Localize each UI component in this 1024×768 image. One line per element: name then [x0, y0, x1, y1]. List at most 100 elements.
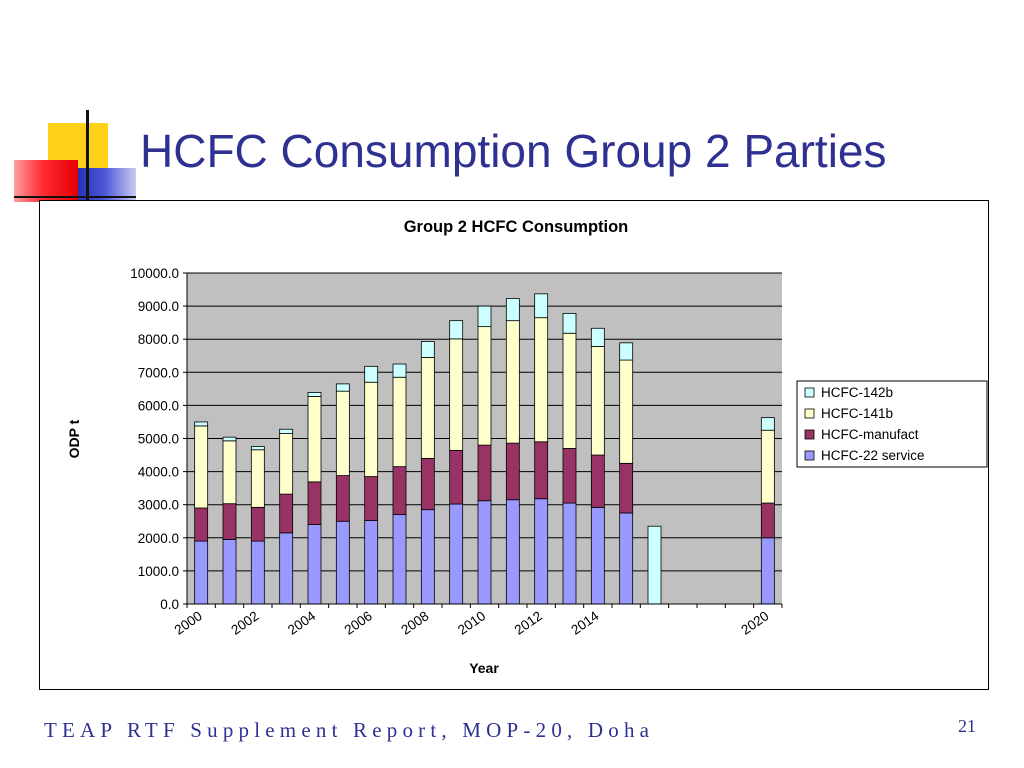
bars: [194, 293, 775, 605]
bar-segment: [279, 433, 294, 495]
bar-segment: [307, 392, 322, 397]
x-tick-label: 2006: [342, 608, 375, 638]
bar-segment: [760, 502, 775, 539]
bar-segment: [222, 440, 237, 505]
y-tick-label: 3000.0: [138, 498, 179, 513]
x-tick-label: 2010: [455, 608, 488, 638]
y-tick-label: 8000.0: [138, 332, 179, 347]
bar-segment: [364, 381, 379, 477]
chart: 0.0 1000.0 2000.0 3000.0 4000.0 5000.0 6000.0 7…: [66, 218, 988, 676]
bar-segment: [534, 317, 549, 443]
bar-segment: [279, 532, 294, 605]
y-tick-label: 5000.0: [138, 432, 179, 447]
bar-segment: [392, 363, 407, 378]
bar-segment: [534, 293, 549, 319]
bar-segment: [307, 396, 322, 483]
bar-segment: [619, 359, 634, 464]
bar-segment: [534, 441, 549, 500]
x-tick-label: 2020: [738, 608, 771, 638]
bar-segment: [222, 503, 237, 540]
legend-box: [796, 380, 988, 468]
bar-segment: [477, 305, 492, 328]
decor-red-square: [14, 160, 78, 202]
bar-segment: [392, 466, 407, 516]
bar-segment: [194, 425, 209, 509]
bar-segment: [250, 540, 265, 605]
bar-segment: [449, 320, 464, 340]
bar-segment: [562, 332, 577, 449]
y-tick-label: 2000.0: [138, 531, 179, 546]
bar-segment: [449, 338, 464, 451]
legend-label: HCFC-141b: [821, 406, 893, 421]
x-tick-label: 2008: [398, 608, 431, 638]
x-tick-label: 2014: [568, 608, 602, 638]
bar-segment: [477, 326, 492, 446]
bar-segment: [194, 540, 209, 605]
bar-segment: [760, 429, 775, 504]
axes: [183, 272, 783, 608]
bar-segment: [335, 383, 350, 392]
footer-text: TEAP RTF Supplement Report, MOP-20, Doha: [44, 718, 655, 742]
y-tick-label: 9000.0: [138, 299, 179, 314]
page-number: 21: [958, 716, 976, 736]
bar-segment: [250, 446, 265, 451]
y-tick-label: 1000.0: [138, 564, 179, 579]
legend-swatch: [804, 429, 815, 440]
legend-swatch: [804, 387, 815, 398]
legend-label: HCFC-142b: [821, 385, 893, 400]
legend-label: HCFC-manufact: [821, 427, 919, 442]
bar-segment: [222, 436, 237, 442]
legend-swatch: [804, 408, 815, 419]
chart-frame: 0.0 1000.0 2000.0 3000.0 4000.0 5000.0 6000.0 7…: [39, 200, 989, 690]
bar-segment: [222, 539, 237, 605]
y-axis-label: ODP t: [66, 419, 82, 458]
x-tick-label: 2002: [228, 608, 261, 638]
bar-segment: [590, 327, 605, 347]
y-tick-label: 4000.0: [138, 465, 179, 480]
bar-segment: [364, 365, 379, 383]
legend-label: HCFC-22 service: [821, 448, 925, 463]
bar-segment: [279, 428, 294, 434]
x-tick-label: 2012: [512, 608, 545, 638]
bar-segment: [619, 462, 634, 514]
legend-swatch: [804, 450, 815, 461]
y-tick-label: 7000.0: [138, 365, 179, 380]
bar-segment: [590, 454, 605, 508]
bar-segment: [420, 509, 435, 605]
bar-segment: [590, 506, 605, 605]
chart-title: Group 2 HCFC Consumption: [404, 218, 629, 236]
bar-segment: [760, 417, 775, 431]
bar-segment: [562, 312, 577, 334]
bar-segment: [307, 524, 322, 605]
bar-segment: [250, 449, 265, 508]
bar-segment: [307, 481, 322, 525]
x-tick-labels: 2000 2002 2004 2006 2008 2010 2012 2014 2020: [172, 608, 772, 638]
bar-segment: [194, 507, 209, 542]
x-tick-label: 2004: [285, 608, 319, 638]
bar-segment: [335, 520, 350, 605]
bar-segment: [619, 342, 634, 361]
bar-segment: [505, 442, 520, 501]
bar-segment: [449, 503, 464, 605]
bar-segment: [590, 346, 605, 456]
x-axis-label: Year: [469, 660, 499, 676]
bar-segment: [477, 500, 492, 605]
bar-segment: [562, 448, 577, 504]
bar-segment: [505, 320, 520, 444]
bar-segment: [392, 514, 407, 605]
bar-segment: [364, 520, 379, 605]
bar-segment: [420, 341, 435, 358]
bar-segment: [619, 512, 634, 605]
bar-segment: [335, 475, 350, 522]
y-tick-label: 6000.0: [138, 398, 179, 413]
legend: HCFC-142b HCFC-141b HCFC-manufact HCFC-22 s…: [796, 380, 988, 468]
bar-segment: [420, 357, 435, 459]
bar-segment: [250, 506, 265, 542]
bar-segment: [194, 421, 209, 427]
bar-segment: [505, 298, 520, 322]
bar-segment: [562, 502, 577, 605]
y-tick-labels: 0.0 1000.0 2000.0 3000.0 4000.0 5000.0 6000.0 7…: [130, 266, 179, 612]
bar-segment: [392, 376, 407, 468]
y-tick-label: 0.0: [160, 597, 179, 612]
bar-segment: [449, 450, 464, 505]
